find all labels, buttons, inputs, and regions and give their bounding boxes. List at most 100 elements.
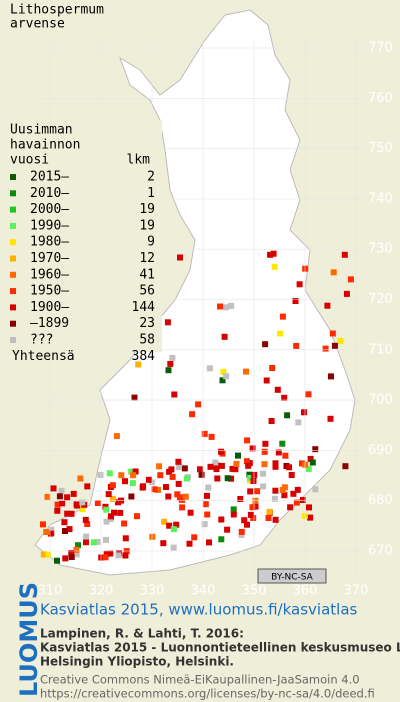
observation-dot [230,511,237,518]
legend-swatch [10,288,16,295]
observation-dot [105,491,112,498]
grid-labels: 770 760 750 740 730 720 710 700 690 680 670 310 320 3… [38,40,393,599]
x-grid-label: 370 [344,584,369,599]
observation-dot [281,484,288,491]
observation-dot [288,472,295,478]
observation-dot [175,458,182,465]
observation-dot [201,521,208,528]
observation-dot [233,460,240,467]
observation-dot [309,459,316,466]
legend-label: 1960– [30,267,69,282]
license-text: https://creativecommons.org/licenses/by-… [40,687,375,701]
observation-dot [327,415,334,422]
observation-dot [129,480,136,487]
observation-dot [244,521,250,528]
observation-dot [266,508,273,515]
observation-dot [287,504,294,511]
observation-dot [40,521,46,528]
observation-dot [246,471,253,478]
license-badge: BY-NC-SA [271,573,314,583]
observation-dot [305,465,312,472]
citation: Lampinen, R. & Lahti, T. 2016: [40,627,244,641]
observation-dot [299,497,306,503]
observation-dot [107,550,114,557]
observation-dot [218,448,224,455]
observation-dot [177,254,183,261]
observation-dot [97,472,104,478]
observation-dot [341,251,348,258]
observation-dot [77,475,84,482]
observation-dot [128,468,135,475]
observation-dot [247,474,254,481]
citation: Helsingin Yliopisto, Helsinki. [40,655,234,669]
legend-label: 1970– [30,251,69,266]
observation-dot [61,519,68,526]
observation-dot [267,251,274,258]
observation-dot [261,461,268,468]
observation-dot [170,526,177,533]
observation-dot [296,281,303,288]
observation-dot [307,455,314,462]
observation-dot [329,330,336,337]
observation-dot [54,557,60,564]
observation-dot [212,459,219,466]
observation-dot [106,470,113,477]
observation-dot [47,530,54,537]
observation-dot [134,513,140,520]
y-grid-label: 700 [368,393,393,408]
observation-dot [337,337,344,344]
observation-dot [224,475,231,482]
observation-dot [168,466,175,473]
observation-dot [281,492,288,499]
observation-dot [182,493,189,500]
observation-dot [279,440,286,447]
title-line: Lithospermum [10,3,104,18]
observation-dot [249,504,256,511]
link: Kasviatlas 2015, www.luomus.fi/kasviatla… [40,601,358,619]
observation-dot [218,536,225,543]
observation-dot [73,551,80,558]
observation-dot [282,452,289,459]
observation-dot [238,528,245,535]
legend-label: 2000– [30,202,69,217]
observation-dot [265,515,272,521]
observation-dot [247,488,254,495]
observation-dot [342,463,349,470]
observation-dot [204,492,210,499]
observation-dot [260,470,266,477]
observation-dot [198,471,205,478]
observation-dot [181,465,188,472]
legend-count: 9 [147,235,155,250]
observation-dot [221,333,228,340]
y-grid-label: 670 [368,544,393,559]
legend-count: 2 [147,170,155,185]
observation-dot [139,484,146,491]
observation-dot [186,540,193,547]
observation-dot [109,482,116,489]
observation-dot [243,368,249,375]
observation-dot [115,499,121,506]
legend-swatch [10,320,16,327]
observation-dot [328,373,334,380]
legend-count: 144 [132,300,156,315]
observation-dot [50,485,57,492]
observation-dot [306,504,312,511]
observation-dot [79,499,86,506]
legend-count: 19 [139,218,155,233]
x-grid-label: 340 [191,584,216,599]
license-text: Creative Commons Nimeä-EiKaupallinen-Jaa… [40,673,360,687]
observation-dot [103,518,110,525]
observation-dot [220,368,227,375]
observation-dot [245,462,252,469]
observation-dot [62,555,69,562]
observation-dot [331,342,338,349]
observation-dot [171,391,178,398]
observation-dot [161,518,168,525]
observation-dot [294,486,301,493]
legend-count: 12 [139,251,155,266]
observation-dot [223,304,229,311]
observation-dot [330,269,337,276]
observation-dot [68,550,75,556]
observation-dot [103,550,110,557]
